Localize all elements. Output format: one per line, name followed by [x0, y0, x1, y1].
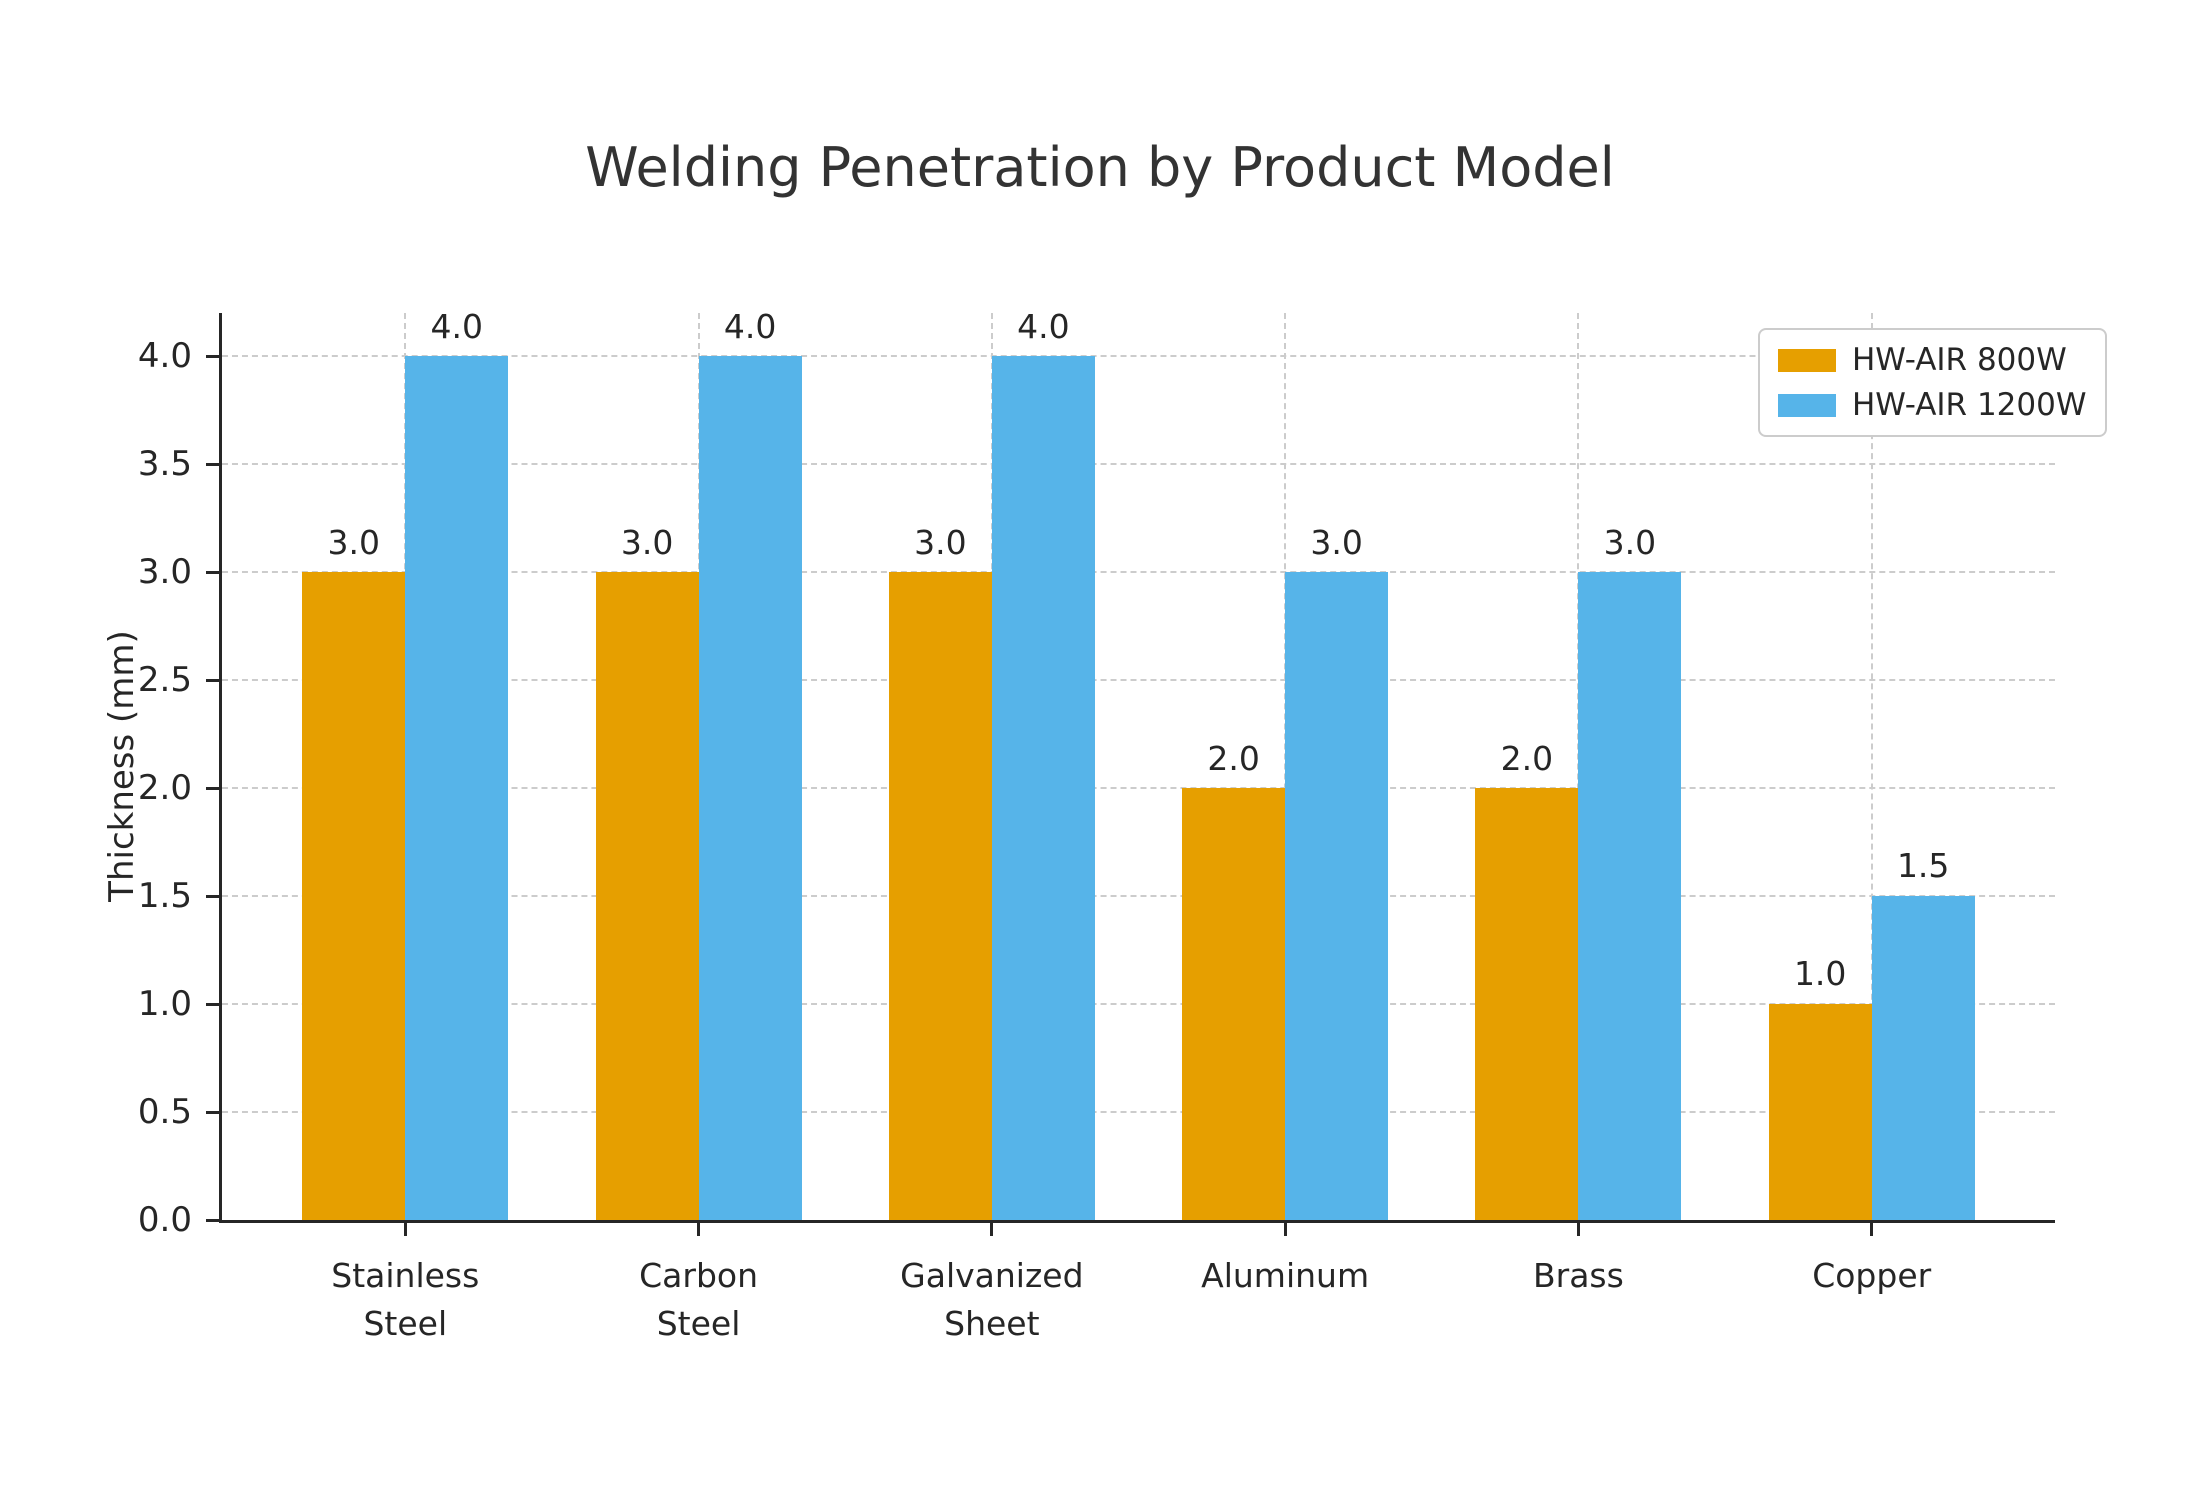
x-axis-spine	[219, 1220, 2055, 1223]
y-tick-mark	[206, 894, 219, 898]
y-tick-mark	[206, 462, 219, 466]
bar-value-label: 3.0	[620, 522, 674, 562]
x-tick-mark	[1870, 1223, 1874, 1236]
y-tick-mark	[206, 570, 219, 574]
x-category-label: Copper	[1812, 1256, 1932, 1295]
bar-series2	[991, 356, 1095, 1220]
chart-title: Welding Penetration by Product Model	[585, 136, 1615, 199]
y-tick-mark	[206, 786, 219, 790]
y-tick-mark	[206, 1218, 219, 1222]
bar-value-label: 3.0	[1603, 522, 1657, 562]
y-tick-label: 2.5	[137, 660, 192, 701]
bar-series1	[302, 572, 406, 1220]
x-tick-mark	[1576, 1223, 1580, 1236]
y-tick-mark	[206, 678, 219, 682]
x-category-label: Galvanized Sheet	[900, 1256, 1084, 1343]
bar-series1	[595, 572, 699, 1220]
y-tick-label: 3.5	[137, 444, 192, 485]
h-gridline	[222, 895, 2055, 898]
y-tick-label: 0.0	[137, 1200, 192, 1240]
x-category-label: Stainless Steel	[331, 1256, 480, 1343]
x-category-label: Brass	[1532, 1256, 1624, 1295]
bar-series2	[698, 356, 802, 1220]
v-gridline	[1870, 313, 1873, 1220]
legend-swatch	[1778, 393, 1836, 417]
h-gridline	[222, 787, 2055, 790]
x-tick-mark	[990, 1223, 994, 1236]
y-tick-label: 1.5	[137, 876, 192, 917]
bar-value-label: 3.0	[1310, 522, 1363, 562]
y-tick-label: 4.0	[137, 336, 192, 377]
bar-value-label: 2.0	[1500, 738, 1554, 778]
plot-area: 0.0 0.5 1.0 1.5 2.0 2.5 3.0 3.5 4.0 Stainless Ste…	[138, 307, 2055, 1343]
bar-series2	[405, 356, 509, 1220]
bar-series1	[1182, 788, 1286, 1220]
x-tick-mark	[1283, 1223, 1287, 1236]
h-gridline	[222, 355, 2055, 358]
bar-series2	[1285, 572, 1389, 1220]
legend-swatch	[1778, 348, 1836, 372]
bar-value-label: 3.0	[914, 522, 967, 562]
legend-label: HW-AIR 1200W	[1852, 387, 2087, 423]
bar-value-label: 1.5	[1896, 846, 1950, 886]
y-tick-mark	[206, 1110, 219, 1114]
bar-value-label: 4.0	[1017, 306, 1070, 346]
bar-series1	[1768, 1004, 1872, 1220]
legend-label: HW-AIR 800W	[1852, 342, 2067, 378]
bar-value-label: 2.0	[1207, 738, 1260, 778]
y-tick-label: 1.0	[137, 984, 192, 1025]
h-gridline	[222, 463, 2055, 466]
y-tick-label: 2.0	[137, 768, 192, 809]
x-tick-mark	[403, 1223, 407, 1236]
x-category-label: Carbon Steel	[639, 1256, 759, 1343]
x-tick-mark	[697, 1223, 701, 1236]
bar-value-label: 1.0	[1793, 954, 1847, 994]
y-tick-mark	[206, 354, 219, 358]
bar-value-label: 4.0	[723, 306, 777, 346]
h-gridline	[222, 1111, 2055, 1114]
bar-series1	[888, 572, 992, 1220]
legend-row: HW-AIR 1200W	[1778, 387, 2087, 423]
y-tick-mark	[206, 1002, 219, 1006]
bar-series1	[1475, 788, 1579, 1220]
bar-value-label: 4.0	[430, 306, 484, 346]
x-category-label: Aluminum	[1201, 1256, 1370, 1295]
y-tick-label: 3.0	[137, 552, 192, 593]
legend: HW-AIR 800W HW-AIR 1200W	[1758, 328, 2107, 437]
y-tick-label: 0.5	[137, 1092, 192, 1133]
bar-series2	[1871, 896, 1975, 1220]
bar-series2	[1578, 572, 1682, 1220]
legend-row: HW-AIR 800W	[1778, 342, 2087, 378]
h-gridline	[222, 1003, 2055, 1006]
h-gridline	[222, 571, 2055, 574]
h-gridline	[222, 679, 2055, 682]
y-axis-spine	[219, 313, 222, 1223]
bar-value-label: 3.0	[327, 522, 381, 562]
